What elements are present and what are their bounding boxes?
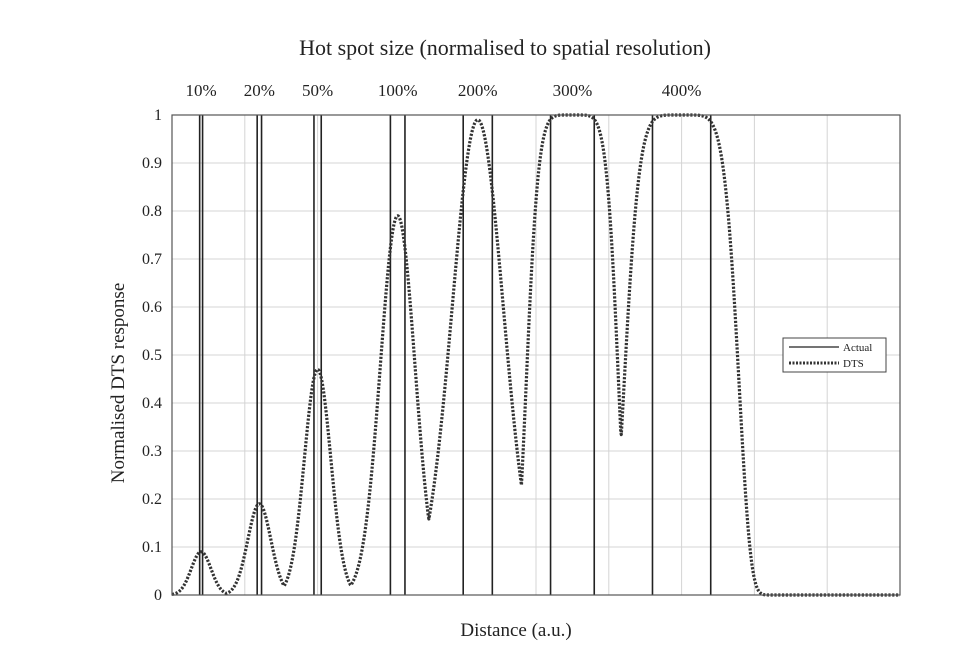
chart-title: Hot spot size (normalised to spatial res… [299,35,711,60]
legend: Actual DTS [782,337,887,373]
hotspot-size-labels: 10% 20% 50% 100% 200% 300% 400% [186,81,702,100]
y-tick-label: 0.2 [142,491,162,508]
legend-actual-label: Actual [843,342,872,354]
y-tick-label: 1 [154,107,162,124]
y-tick-label: 0.9 [142,155,162,172]
legend-box [782,337,887,373]
hotspot-size-label: 200% [458,81,498,100]
hotspot-size-label: 50% [302,81,333,100]
y-tick-label: 0 [154,587,162,604]
y-tick-label: 0.3 [142,443,162,460]
y-tick-label: 0.1 [142,539,162,556]
y-tick-label: 0.4 [142,395,162,412]
x-axis-label: Distance (a.u.) [460,620,571,641]
plot-frame [171,114,901,596]
hotspot-size-label: 100% [378,81,418,100]
legend-dts-label: DTS [843,358,864,370]
hotspot-size-label: 400% [662,81,702,100]
hotspot-size-label: 10% [186,81,217,100]
hotspot-size-label: 20% [244,81,275,100]
y-tick-label: 0.8 [142,203,162,220]
hotspot-size-label: 300% [553,81,593,100]
y-tick-labels: 0 0.1 0.2 0.3 0.4 0.5 0.6 0.7 0.8 0.9 1 [142,107,162,604]
y-tick-label: 0.7 [142,251,162,268]
y-axis-label: Normalised DTS response [108,283,129,484]
y-tick-label: 0.5 [142,347,162,364]
y-tick-label: 0.6 [142,299,162,316]
